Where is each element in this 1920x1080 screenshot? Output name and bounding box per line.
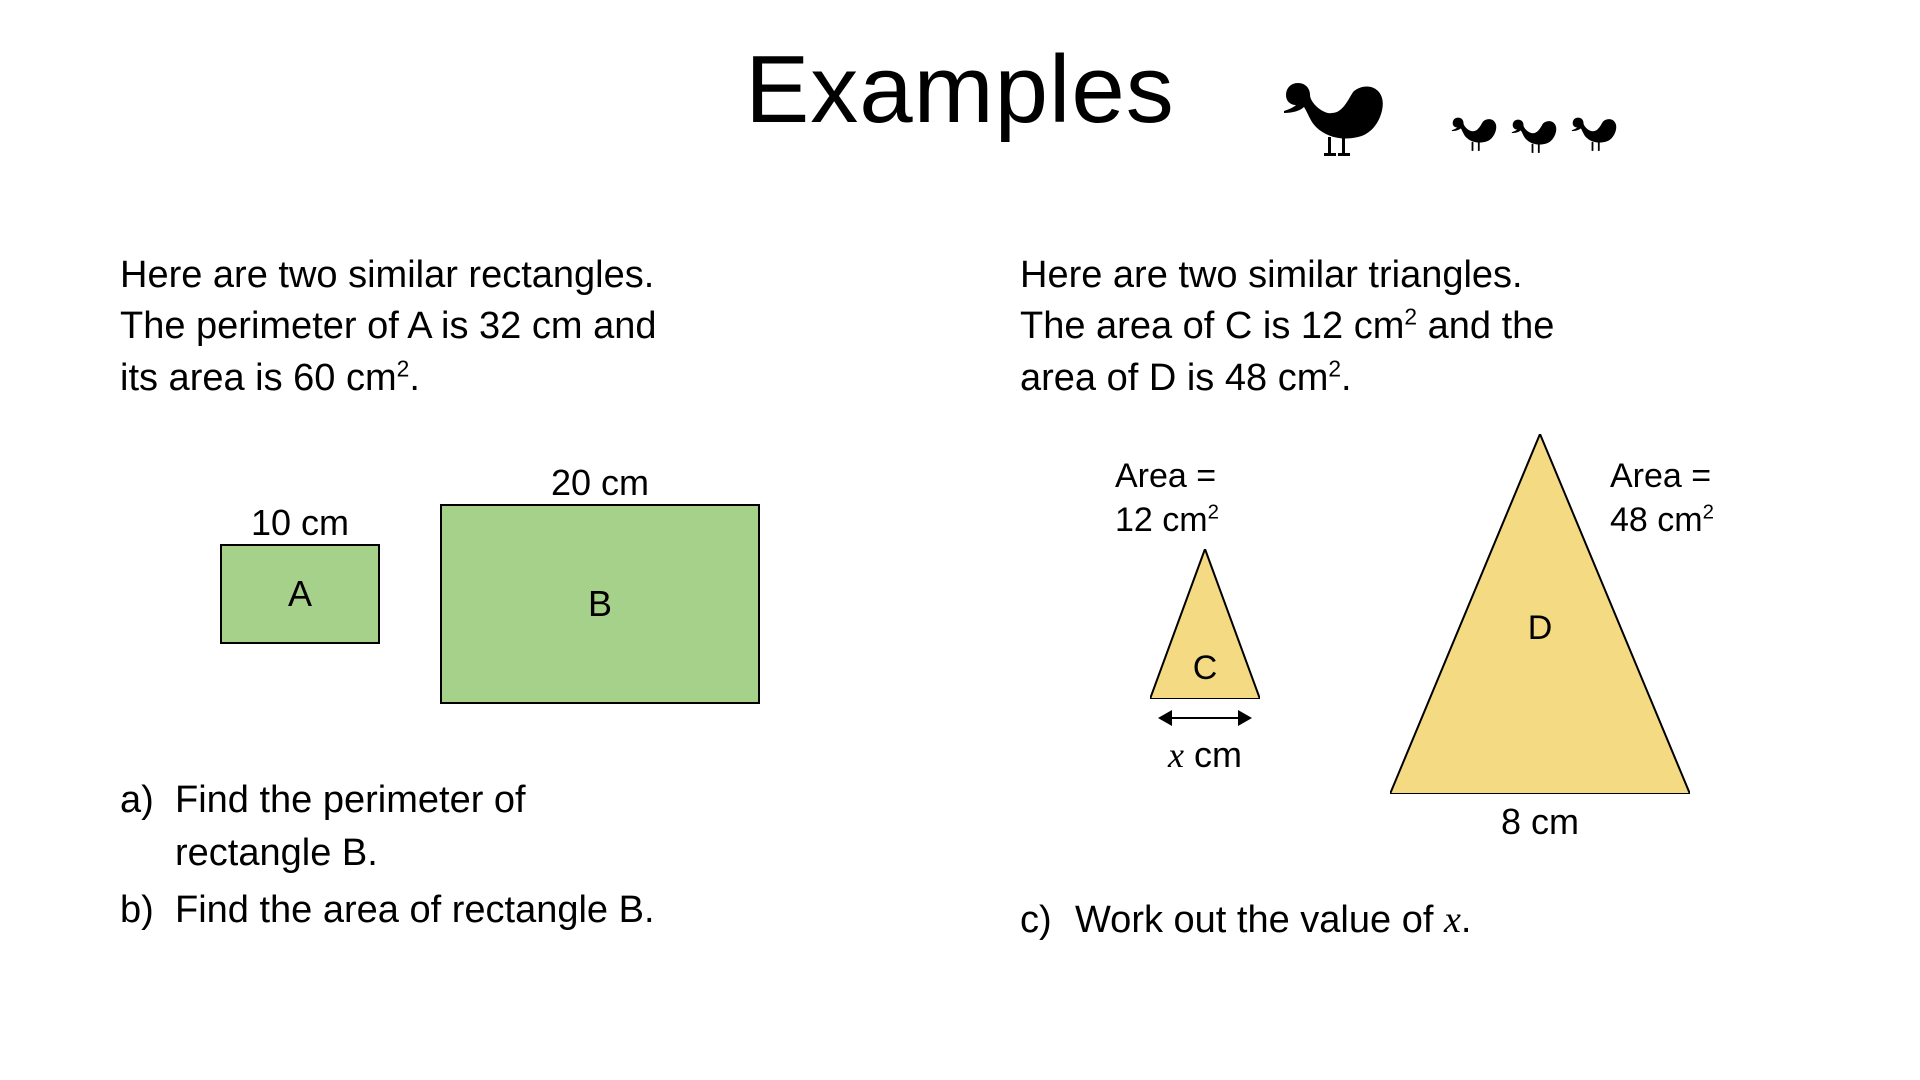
left-questions: a) Find the perimeter of rectangle B. b)… (120, 774, 880, 938)
left-figure: 10 cm A 20 cm B (120, 424, 880, 744)
triangle-d-label: D (1390, 609, 1690, 648)
left-intro-line1: Here are two similar rectangles. (120, 250, 880, 301)
rect-b: B (440, 504, 760, 704)
rect-a-dim: 10 cm (220, 502, 380, 544)
triangle-c-dim: x cm (1150, 734, 1260, 776)
triangle-c: C (1150, 549, 1260, 704)
triangle-c-arrow (1160, 717, 1250, 719)
rect-b-dim: 20 cm (440, 462, 760, 504)
triangle-d-dim: 8 cm (1390, 801, 1690, 843)
right-questions: c) Work out the value of x. (1020, 894, 1800, 947)
right-intro-line1: Here are two similar triangles. (1020, 250, 1800, 301)
left-intro: Here are two similar rectangles. The per… (120, 250, 880, 404)
question-a: a) Find the perimeter of rectangle B. (120, 774, 880, 880)
right-intro: Here are two similar triangles. The area… (1020, 250, 1800, 404)
area-c-label: Area = 12 cm2 (1115, 454, 1219, 542)
rect-a: A (220, 544, 380, 644)
left-intro-line2: The perimeter of A is 32 cm and (120, 301, 880, 352)
triangle-d: D (1390, 434, 1690, 799)
right-intro-line3: area of D is 48 cm2. (1020, 353, 1800, 404)
right-intro-line2: The area of C is 12 cm2 and the (1020, 301, 1800, 352)
question-c: c) Work out the value of x. (1020, 894, 1800, 947)
ducks-icon (1280, 55, 1640, 170)
rect-a-label: A (288, 573, 312, 615)
right-column: Here are two similar triangles. The area… (960, 250, 1920, 951)
right-figure: Area = 12 cm2 C x cm Area = 48 cm2 (1020, 419, 1800, 839)
left-column: Here are two similar rectangles. The per… (0, 250, 960, 951)
question-b: b) Find the area of rectangle B. (120, 884, 880, 937)
rect-b-label: B (588, 583, 612, 625)
triangle-c-label: C (1150, 649, 1260, 688)
left-intro-line3: its area is 60 cm2. (120, 353, 880, 404)
